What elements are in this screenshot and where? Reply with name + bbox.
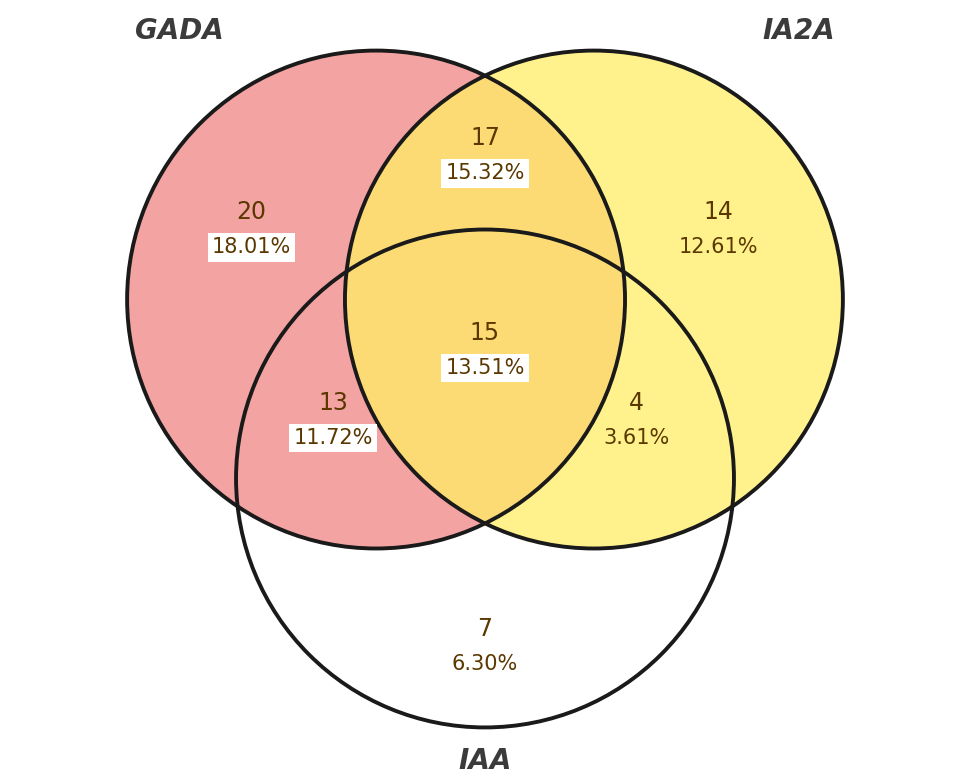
- Text: 6.30%: 6.30%: [452, 654, 517, 674]
- Text: IA2A: IA2A: [762, 17, 834, 45]
- Text: IAA: IAA: [457, 747, 512, 775]
- Text: 11.72%: 11.72%: [294, 428, 373, 448]
- Text: 12.61%: 12.61%: [678, 237, 758, 258]
- Text: 15: 15: [469, 321, 500, 345]
- Text: 14: 14: [703, 201, 733, 224]
- Text: GADA: GADA: [135, 17, 224, 45]
- Text: 7: 7: [477, 617, 492, 640]
- Circle shape: [235, 230, 734, 727]
- Text: 3.61%: 3.61%: [603, 428, 670, 448]
- Text: 20: 20: [236, 201, 266, 224]
- Circle shape: [345, 51, 842, 548]
- Text: 13.51%: 13.51%: [445, 358, 524, 378]
- Text: 13: 13: [318, 391, 348, 415]
- Circle shape: [127, 51, 624, 548]
- Text: 4: 4: [629, 391, 643, 415]
- Text: 18.01%: 18.01%: [212, 237, 291, 258]
- Text: 15.32%: 15.32%: [445, 163, 524, 184]
- Text: 17: 17: [470, 127, 499, 150]
